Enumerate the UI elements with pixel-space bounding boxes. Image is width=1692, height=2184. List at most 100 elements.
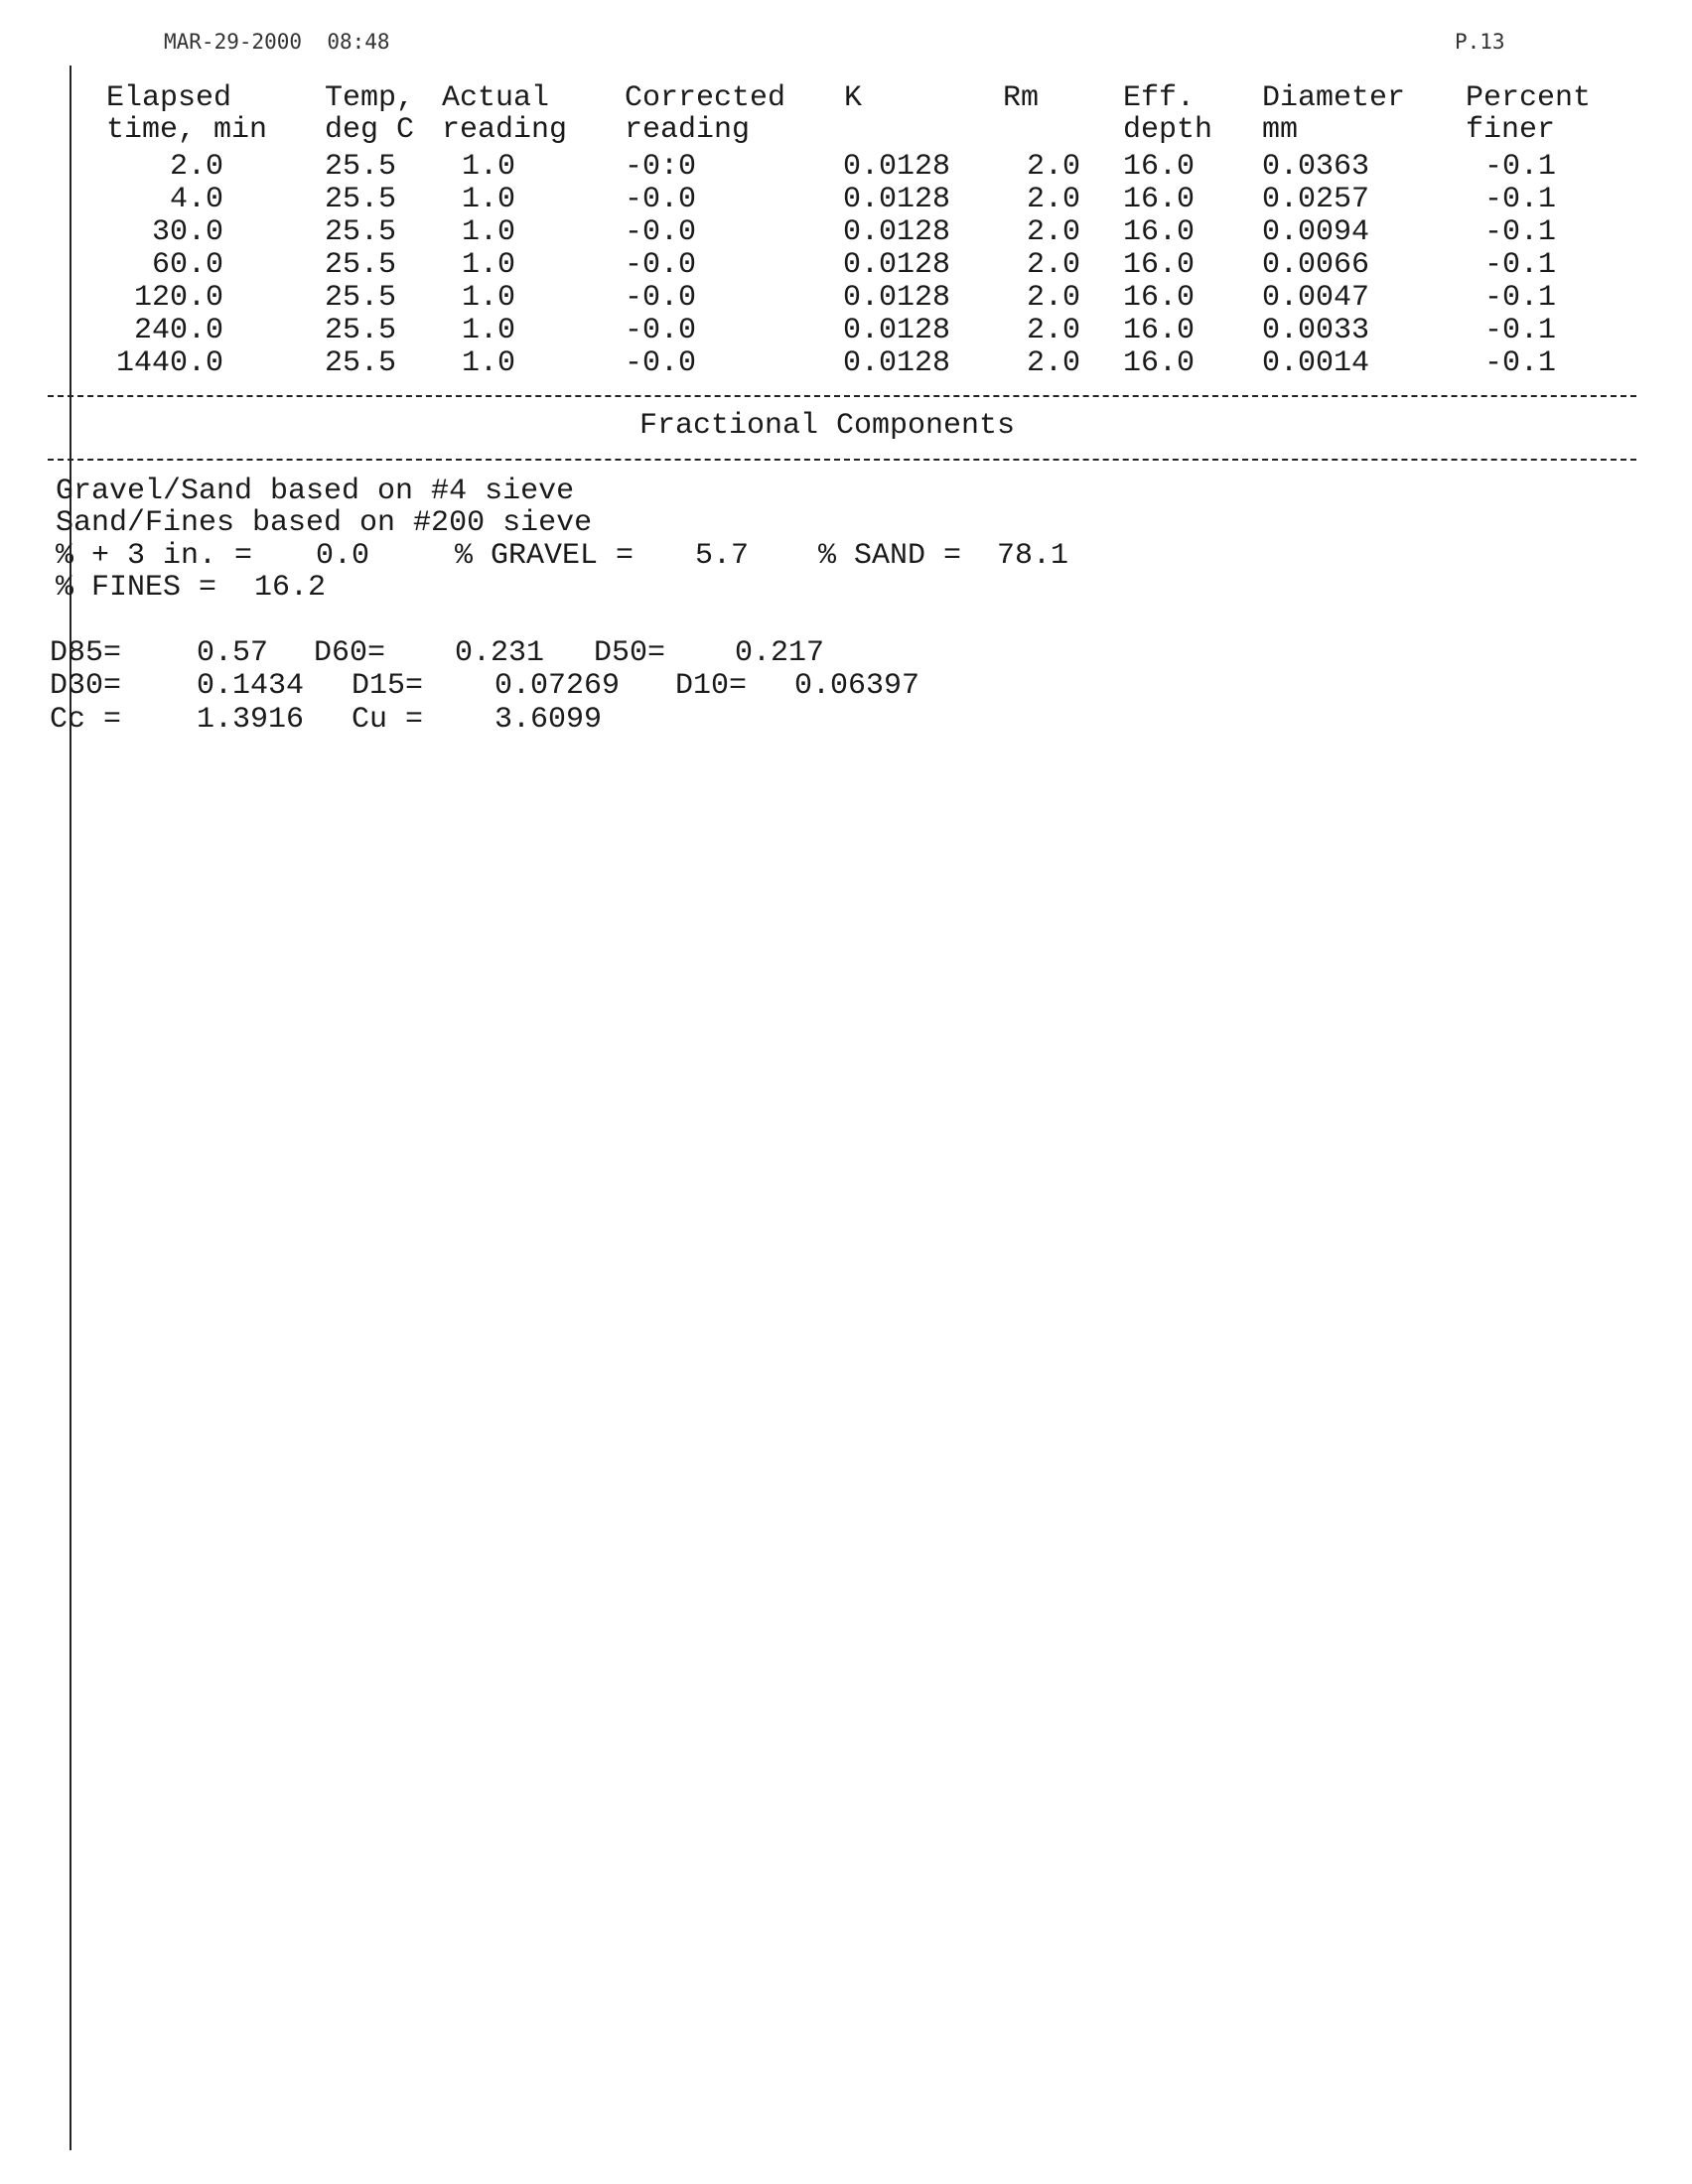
cell-rm: 2.0 bbox=[1026, 183, 1080, 216]
table-row: 4.0 25.5 1.0 -0.0 0.0128 2.0 16.0 0.0257 -0.1 bbox=[0, 185, 1692, 216]
d15-label: D15= bbox=[352, 669, 424, 703]
cell-corrected-reading: -0.0 bbox=[625, 281, 697, 315]
cell-diameter: 0.0363 bbox=[1262, 150, 1370, 184]
cell-corrected-reading: -0.0 bbox=[625, 346, 697, 380]
d10-label: D10= bbox=[675, 669, 748, 703]
cell-temp: 25.5 bbox=[325, 150, 397, 184]
column-header-percent-finer: finer bbox=[1466, 113, 1556, 147]
fines-label: % FINES = bbox=[56, 571, 217, 605]
cell-k: 0.0128 bbox=[843, 314, 951, 347]
section-title: Fractional Components bbox=[639, 409, 1016, 443]
cell-corrected-reading: -0.0 bbox=[625, 314, 697, 347]
d60-label: D60= bbox=[314, 636, 386, 670]
column-header-rm: Rm bbox=[1003, 81, 1040, 115]
cell-diameter: 0.0257 bbox=[1262, 183, 1370, 216]
cell-percent-finer: -0.1 bbox=[1484, 346, 1557, 380]
column-header-eff-depth: Eff. bbox=[1123, 81, 1196, 115]
cell-elapsed-time: 4.0 bbox=[169, 183, 223, 216]
cell-rm: 2.0 bbox=[1026, 248, 1080, 282]
cell-eff-depth: 16.0 bbox=[1123, 248, 1196, 282]
cell-rm: 2.0 bbox=[1026, 314, 1080, 347]
column-header-actual-reading: Actual bbox=[442, 81, 550, 115]
d30-label: D30= bbox=[50, 669, 122, 703]
cell-k: 0.0128 bbox=[843, 215, 951, 249]
cell-diameter: 0.0094 bbox=[1262, 215, 1370, 249]
table-row: 120.0 25.5 1.0 -0.0 0.0128 2.0 16.0 0.0047 -0.1 bbox=[0, 283, 1692, 315]
column-header-temp: deg C bbox=[325, 113, 415, 147]
cell-actual-reading: 1.0 bbox=[462, 248, 516, 282]
cell-temp: 25.5 bbox=[325, 314, 397, 347]
column-header-elapsed-time: time, min bbox=[106, 113, 268, 147]
cell-elapsed-time: 1440.0 bbox=[115, 346, 223, 380]
fax-datetime: MAR-29-2000 08:48 bbox=[164, 30, 390, 54]
table-row: 30.0 25.5 1.0 -0.0 0.0128 2.0 16.0 0.0094 -0.1 bbox=[0, 217, 1692, 249]
cell-diameter: 0.0047 bbox=[1262, 281, 1370, 315]
column-header-elapsed-time: Elapsed bbox=[106, 81, 232, 115]
cell-rm: 2.0 bbox=[1026, 215, 1080, 249]
cell-eff-depth: 16.0 bbox=[1123, 215, 1196, 249]
cell-actual-reading: 1.0 bbox=[462, 183, 516, 216]
cell-elapsed-time: 240.0 bbox=[133, 314, 223, 347]
table-row: 240.0 25.5 1.0 -0.0 0.0128 2.0 16.0 0.0033 -0.1 bbox=[0, 316, 1692, 347]
column-header-diameter: mm bbox=[1262, 113, 1299, 147]
cell-elapsed-time: 60.0 bbox=[151, 248, 223, 282]
cell-temp: 25.5 bbox=[325, 281, 397, 315]
cell-percent-finer: -0.1 bbox=[1484, 248, 1557, 282]
divider bbox=[48, 395, 1636, 397]
page-number: P.13 bbox=[1455, 30, 1505, 54]
plus3-label: % + 3 in. = bbox=[56, 539, 253, 573]
cc-label: Cc = bbox=[50, 703, 122, 737]
fines-value: 16.2 bbox=[254, 571, 327, 605]
cell-k: 0.0128 bbox=[843, 150, 951, 184]
cell-rm: 2.0 bbox=[1026, 150, 1080, 184]
cell-percent-finer: -0.1 bbox=[1484, 215, 1557, 249]
column-header-actual-reading: reading bbox=[442, 113, 568, 147]
column-header-temp: Temp, bbox=[325, 81, 415, 115]
cell-eff-depth: 16.0 bbox=[1123, 346, 1196, 380]
cell-percent-finer: -0.1 bbox=[1484, 314, 1557, 347]
cell-rm: 2.0 bbox=[1026, 346, 1080, 380]
cell-temp: 25.5 bbox=[325, 183, 397, 216]
gravel-value: 5.7 bbox=[695, 539, 750, 573]
cell-corrected-reading: -0.0 bbox=[625, 248, 697, 282]
cell-rm: 2.0 bbox=[1026, 281, 1080, 315]
column-header-corrected-reading: reading bbox=[625, 113, 751, 147]
cell-corrected-reading: -0:0 bbox=[625, 150, 697, 184]
cell-eff-depth: 16.0 bbox=[1123, 314, 1196, 347]
d10-value: 0.06397 bbox=[794, 669, 920, 703]
cell-diameter: 0.0014 bbox=[1262, 346, 1370, 380]
cell-k: 0.0128 bbox=[843, 248, 951, 282]
cu-label: Cu = bbox=[352, 703, 424, 737]
cell-actual-reading: 1.0 bbox=[462, 314, 516, 347]
cell-corrected-reading: -0.0 bbox=[625, 183, 697, 216]
cell-actual-reading: 1.0 bbox=[462, 281, 516, 315]
cell-actual-reading: 1.0 bbox=[462, 150, 516, 184]
d85-value: 0.57 bbox=[197, 636, 269, 670]
sand-fines-note: Sand/Fines based on #200 sieve bbox=[56, 506, 593, 540]
cell-eff-depth: 16.0 bbox=[1123, 183, 1196, 216]
cell-temp: 25.5 bbox=[325, 248, 397, 282]
cell-elapsed-time: 30.0 bbox=[151, 215, 223, 249]
sand-value: 78.1 bbox=[997, 539, 1069, 573]
cell-diameter: 0.0033 bbox=[1262, 314, 1370, 347]
cu-value: 3.6099 bbox=[494, 703, 603, 737]
column-header-k: K bbox=[844, 81, 863, 115]
plus3-value: 0.0 bbox=[316, 539, 370, 573]
table-row: 1440.0 25.5 1.0 -0.0 0.0128 2.0 16.0 0.0014 -0.1 bbox=[0, 348, 1692, 380]
cc-value: 1.3916 bbox=[197, 703, 305, 737]
d60-value: 0.231 bbox=[455, 636, 545, 670]
cell-k: 0.0128 bbox=[843, 183, 951, 216]
cell-corrected-reading: -0.0 bbox=[625, 215, 697, 249]
cell-temp: 25.5 bbox=[325, 215, 397, 249]
gravel-label: % GRAVEL = bbox=[455, 539, 634, 573]
cell-eff-depth: 16.0 bbox=[1123, 150, 1196, 184]
table-row: 60.0 25.5 1.0 -0.0 0.0128 2.0 16.0 0.0066 -0.1 bbox=[0, 250, 1692, 282]
cell-diameter: 0.0066 bbox=[1262, 248, 1370, 282]
column-header-eff-depth: depth bbox=[1123, 113, 1213, 147]
d50-value: 0.217 bbox=[735, 636, 825, 670]
cell-elapsed-time: 2.0 bbox=[169, 150, 223, 184]
gravel-sand-note: Gravel/Sand based on #4 sieve bbox=[56, 475, 575, 508]
table-row: 2.0 25.5 1.0 -0:0 0.0128 2.0 16.0 0.0363 -0.1 bbox=[0, 152, 1692, 184]
d30-value: 0.1434 bbox=[197, 669, 305, 703]
margin-line bbox=[70, 66, 71, 2150]
